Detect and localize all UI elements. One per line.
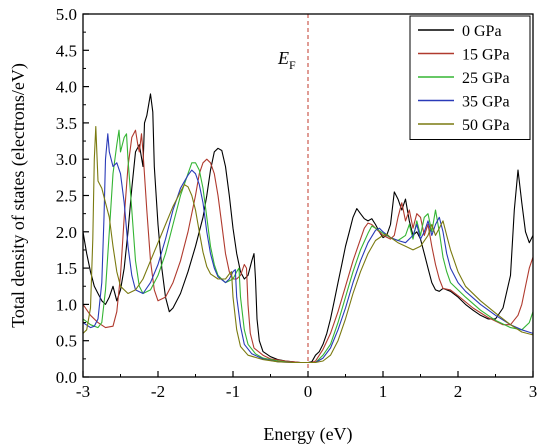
x-axis-title: Energy (eV) [263,424,352,445]
x-tick-label: -3 [76,382,90,401]
fermi-level-label: EF [277,48,296,72]
series-line-35-gpa [83,133,533,364]
ticks-layer: -3 -2 -1 0 1 2 3 0.0 0.5 1.0 1.5 2.0 2.5 3.0 3.5 4.0 4.5… [56,5,538,401]
x-tick-label: 2 [454,382,463,401]
y-tick-label: 0.5 [56,332,77,351]
y-tick-label: 2.0 [56,223,77,242]
y-tick-label: 1.5 [56,259,77,278]
y-tick-label: 3.5 [56,114,77,133]
x-tick-label: 1 [379,382,388,401]
legend-box [409,15,531,140]
legend-label: 25 GPa [462,70,510,87]
fermi-level-subscript: F [289,58,296,72]
y-tick-label: 1.0 [56,295,77,314]
y-tick-label: 2.5 [56,187,77,206]
series-line-15-gpa [83,129,533,364]
y-tick-label: 4.0 [56,78,77,97]
x-tick-label: -1 [226,382,240,401]
y-tick-label: 4.5 [56,41,77,60]
legend-label: 35 GPa [462,94,510,111]
series-line-50-gpa [83,125,533,364]
y-tick-label: 5.0 [56,5,77,24]
legend: 0 GPa 15 GPa 25 GPa 35 GPa 50 GPa [409,15,531,140]
y-axis-title: Total density of states (electrons/eV) [8,63,29,328]
legend-label: 50 GPa [462,117,510,134]
fermi-level-symbol: E [277,48,289,68]
legend-label: 0 GPa [462,23,502,40]
y-tick-label: 0.0 [56,368,77,387]
series-layer [83,93,533,364]
x-tick-label: 0 [304,382,313,401]
x-tick-label: 3 [529,382,538,401]
legend-label: 15 GPa [462,47,510,64]
series-line-25-gpa [83,129,533,364]
y-tick-label: 3.0 [56,150,77,169]
x-tick-label: -2 [151,382,165,401]
